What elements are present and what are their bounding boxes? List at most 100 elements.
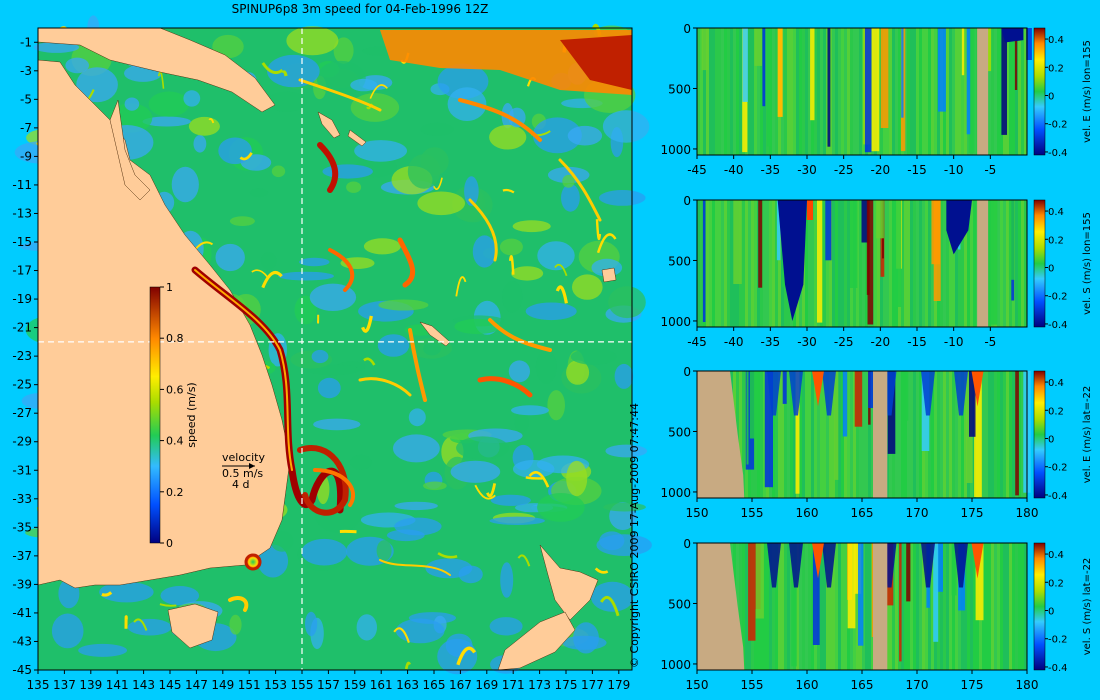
section-column	[799, 371, 803, 498]
x-tick-label: -30	[797, 335, 817, 349]
section-column	[958, 371, 962, 498]
ocean-patch	[537, 241, 575, 271]
section-column	[760, 28, 764, 155]
section-feature	[901, 28, 904, 118]
section-column	[874, 200, 878, 327]
section-feature	[880, 28, 889, 128]
section-column	[940, 371, 944, 498]
section-column	[706, 200, 710, 327]
y-tick-label: 500	[668, 254, 691, 268]
colorbar-tick-label: 0	[1048, 607, 1054, 618]
section-feature	[893, 200, 902, 307]
section-column	[868, 371, 872, 498]
section-column	[931, 543, 935, 670]
section-feature	[776, 200, 781, 261]
fiji-land	[601, 267, 617, 283]
ocean-patch	[322, 164, 373, 179]
section-feature	[937, 543, 943, 592]
page-title: SPINUP6p8 3m speed for 04-Feb-1996 12Z	[231, 2, 489, 16]
section-column	[928, 371, 932, 498]
ocean-patch	[350, 78, 378, 92]
section-column	[829, 543, 833, 670]
section-feature	[985, 28, 992, 72]
ocean-patch	[160, 586, 200, 606]
section-column	[829, 200, 833, 327]
section-column	[1000, 371, 1004, 498]
ocean-patch	[311, 349, 329, 364]
section-column	[799, 543, 803, 670]
y-tick-label: -39	[12, 577, 32, 591]
y-tick-label: 0	[683, 537, 691, 551]
section-column	[712, 200, 716, 327]
section-column	[973, 200, 977, 327]
section-column	[838, 28, 842, 155]
section-column	[811, 200, 815, 327]
section-column	[1003, 200, 1007, 327]
y-tick-label: 0	[683, 22, 691, 36]
section-topography	[977, 28, 989, 155]
x-tick-label: -20	[871, 163, 891, 177]
section-feature	[1001, 28, 1007, 135]
x-tick-label: -15	[907, 335, 927, 349]
x-tick-label: 175	[961, 678, 984, 692]
section-column	[916, 200, 920, 327]
section-column	[820, 543, 824, 670]
section-column	[904, 28, 908, 155]
section-column	[994, 543, 998, 670]
ocean-patch	[423, 481, 447, 491]
x-tick-label: 175	[961, 506, 984, 520]
section-column	[832, 371, 836, 498]
section-column	[964, 543, 968, 670]
section-column	[970, 543, 974, 670]
section-feature	[899, 543, 902, 662]
section-column	[1003, 543, 1007, 670]
section-column	[823, 28, 827, 155]
section-column	[850, 28, 854, 155]
ocean-patch	[229, 216, 255, 227]
section-feature	[1015, 371, 1019, 496]
current-streak	[517, 554, 531, 567]
section-feature	[812, 543, 820, 645]
section-column	[847, 28, 851, 155]
velocity-key-days: 4 d	[232, 478, 249, 491]
section-feature	[795, 371, 800, 494]
section-column	[775, 371, 779, 498]
x-tick-label: 179	[607, 678, 630, 692]
section-topography	[873, 371, 888, 498]
ocean-patch	[407, 154, 441, 189]
section-column	[841, 371, 845, 498]
section-feature	[762, 28, 766, 107]
section-topography	[873, 543, 888, 670]
current-streak	[437, 552, 458, 559]
colorbar-tick-label: 0	[1048, 435, 1054, 446]
ocean-patch	[215, 243, 245, 272]
current-streak	[528, 471, 550, 488]
ocean-patch	[512, 220, 551, 233]
section-column	[904, 543, 908, 670]
section-feature	[810, 28, 815, 121]
section-column	[703, 28, 707, 155]
section-feature	[954, 543, 968, 588]
ocean-patch	[566, 360, 590, 385]
section-column	[982, 371, 986, 498]
section-column	[937, 543, 941, 670]
colorbar-tick-label: 0.2	[1048, 63, 1064, 74]
section-column	[946, 200, 950, 327]
x-tick-label: 165	[851, 506, 874, 520]
section-feature	[990, 200, 998, 325]
section-feature	[782, 371, 787, 404]
section-column	[841, 28, 845, 155]
ocean-patch	[346, 181, 362, 193]
ocean-patch	[317, 377, 341, 399]
colorbar-tick-label: 0.2	[1048, 406, 1064, 417]
ocean-patch	[456, 436, 509, 460]
section-column	[991, 371, 995, 498]
section-column	[811, 371, 815, 498]
ocean-patch	[614, 363, 634, 389]
section-column	[1018, 371, 1022, 498]
current-streak	[393, 627, 410, 643]
section-column	[997, 200, 1001, 327]
x-tick-label: 159	[343, 678, 366, 692]
current-features	[191, 30, 632, 612]
x-tick-label: 135	[27, 678, 50, 692]
